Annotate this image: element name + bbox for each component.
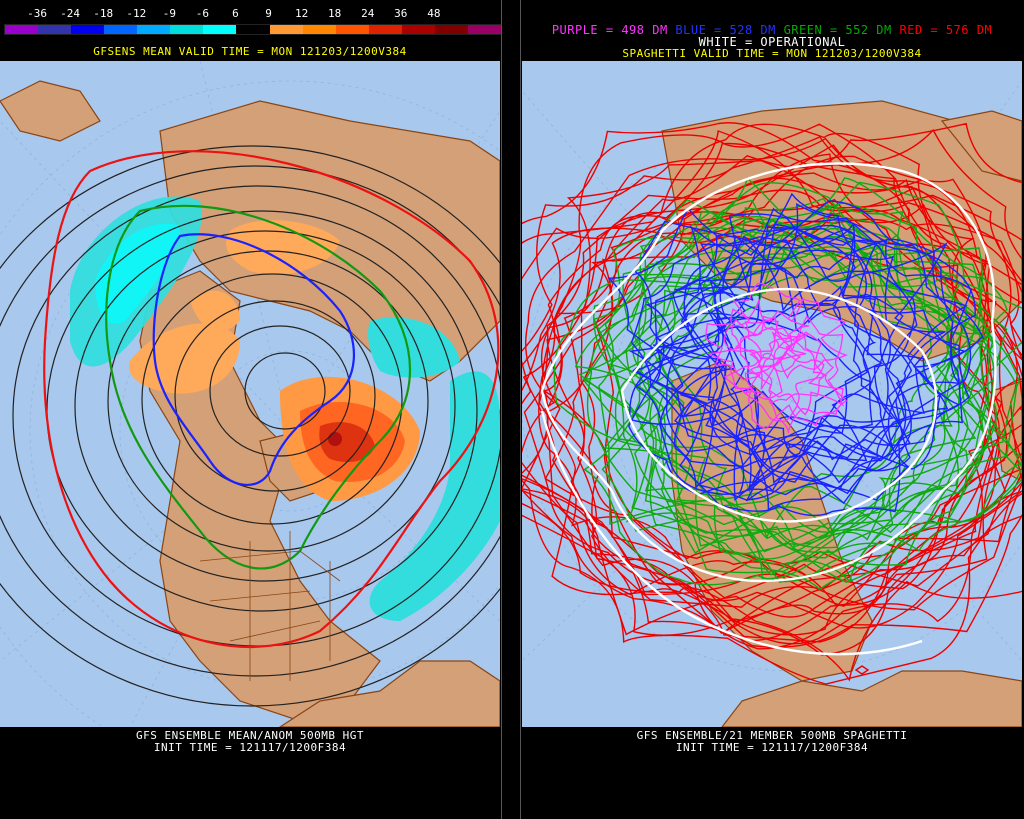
ensemble-member-contour — [586, 210, 969, 534]
ensemble-member-contour — [723, 331, 824, 422]
spaghetti-panel: PURPLE = 498 DM BLUE = 528 DM GREEN = 55… — [522, 0, 1022, 819]
legend-green: GREEN = 552 DM — [783, 23, 892, 37]
ensemble-member-contour — [749, 336, 848, 435]
anomaly-scale-labels: -36 -24 -18 -12 -9 -6 6 9 12 18 24 36 48 — [0, 7, 500, 21]
legend-purple: PURPLE = 498 DM — [551, 23, 668, 37]
purple-498-contours — [705, 282, 848, 435]
mean-footer-init-time: INIT TIME = 121117/1200F384 — [153, 741, 347, 754]
spaghetti-chart — [522, 61, 1022, 727]
ensemble-member-contour — [637, 246, 1022, 583]
scale-tick-label: -18 — [93, 7, 114, 20]
ensemble-member-contour — [722, 293, 910, 501]
scale-color-cell — [368, 25, 402, 34]
ensemble-member-contour — [674, 249, 946, 505]
ensemble-member-contour — [574, 177, 969, 539]
ensemble-mean-panel: -36 -24 -18 -12 -9 -6 6 9 12 18 24 36 48 GFSENS MEAN… — [0, 0, 502, 819]
ensemble-member-contour — [723, 282, 810, 361]
scale-color-cell — [335, 25, 369, 34]
scale-tick-label: 36 — [394, 7, 408, 20]
ensemble-member-contour — [682, 234, 968, 461]
blue-528-contours — [607, 192, 984, 517]
scale-tick-label: 12 — [294, 7, 309, 20]
spaghetti-map — [522, 61, 1022, 727]
ensemble-member-contour — [522, 172, 1000, 643]
panel-divider — [501, 0, 521, 819]
scale-tick-label: 24 — [361, 7, 375, 20]
ensemble-member-contour — [739, 326, 835, 404]
operational-legend: WHITE = OPERATIONAL — [698, 35, 846, 49]
mean-valid-time-title: GFSENS MEAN VALID TIME = MON 121203/1200… — [93, 45, 407, 58]
contour-legend: PURPLE = 498 DM BLUE = 528 DM GREEN = 55… — [522, 23, 1022, 37]
ensemble-member-contour — [679, 296, 941, 502]
scale-tick-label: -6 — [195, 7, 210, 20]
red-contour-fragment — [854, 665, 870, 675]
legend-blue: BLUE = 528 DM — [675, 23, 776, 37]
scale-color-cell — [71, 25, 105, 34]
scale-color-cell — [5, 25, 39, 34]
scale-color-cell — [401, 25, 435, 34]
ensemble-member-contour — [634, 226, 913, 511]
ensemble-member-contour — [734, 315, 808, 390]
ensemble-member-contour — [634, 200, 972, 484]
green-552-contours — [553, 177, 1022, 591]
scale-color-cell — [38, 25, 72, 34]
scale-color-cell — [236, 25, 270, 34]
ensemble-member-contour — [522, 177, 1022, 656]
anomaly-color-scale — [4, 24, 502, 35]
scale-tick-label: 48 — [427, 7, 441, 20]
ensemble-member-contour — [583, 199, 989, 586]
ensemble-member-contour — [669, 225, 884, 434]
ensemble-member-contour — [672, 213, 970, 490]
scale-color-cell — [302, 25, 336, 34]
scale-tick-label: 18 — [328, 7, 342, 20]
ensemble-member-contour — [593, 177, 1008, 583]
ensemble-member-contour — [744, 351, 844, 430]
scale-tick-label: -12 — [126, 7, 147, 20]
ensemble-member-contour — [563, 153, 1022, 608]
scale-color-cell — [434, 25, 468, 34]
scale-color-cell — [137, 25, 171, 34]
operational-contours — [540, 162, 997, 656]
scale-tick-label: -9 — [162, 7, 176, 20]
spaghetti-footer-title: GFS ENSEMBLE/21 MEMBER 500MB SPAGHETTI — [636, 729, 908, 742]
ensemble-member-contour — [522, 122, 1022, 648]
ensemble-member-contour — [652, 278, 902, 495]
ensemble-member-contour — [706, 318, 807, 401]
ensemble-member-contour — [628, 223, 967, 492]
ensemble-member-contour — [593, 181, 1022, 574]
scale-tick-label: 9 — [265, 7, 272, 20]
mean-anomaly-chart — [0, 61, 500, 727]
legend-red: RED = 576 DM — [899, 23, 993, 37]
ensemble-member-contour — [607, 192, 891, 459]
ensemble-mean-map — [0, 61, 500, 727]
ensemble-member-contour — [522, 130, 1022, 685]
scale-color-cell — [203, 25, 237, 34]
ensemble-member-contour — [522, 155, 1022, 682]
scale-tick-label: 6 — [232, 7, 239, 20]
scale-color-cell — [170, 25, 204, 34]
ensemble-member-contour — [628, 262, 907, 495]
ensemble-member-contour — [580, 144, 1022, 587]
mean-footer-title: GFS ENSEMBLE MEAN/ANOM 500MB HGT — [136, 729, 364, 742]
ensemble-member-contour — [522, 123, 1022, 611]
ensemble-member-contour — [629, 235, 918, 501]
scale-color-cell — [104, 25, 138, 34]
scale-tick-label: -36 — [27, 7, 47, 20]
ensemble-member-contour — [598, 182, 1018, 559]
ensemble-member-contour — [546, 208, 1007, 645]
scale-color-cell — [269, 25, 303, 34]
spaghetti-valid-time-title: SPAGHETTI VALID TIME = MON 121203/1200V3… — [622, 47, 922, 60]
scale-tick-label: -24 — [60, 7, 81, 20]
ensemble-member-contour — [545, 203, 1022, 629]
ensemble-member-contour — [674, 203, 973, 483]
scale-color-cell — [467, 25, 501, 34]
red-576-contours — [522, 122, 1022, 685]
ensemble-member-contour — [538, 189, 1022, 636]
spaghetti-footer-init-time: INIT TIME = 121117/1200F384 — [675, 741, 869, 754]
ensemble-member-contour — [603, 218, 989, 549]
ensemble-member-contour — [614, 235, 996, 554]
